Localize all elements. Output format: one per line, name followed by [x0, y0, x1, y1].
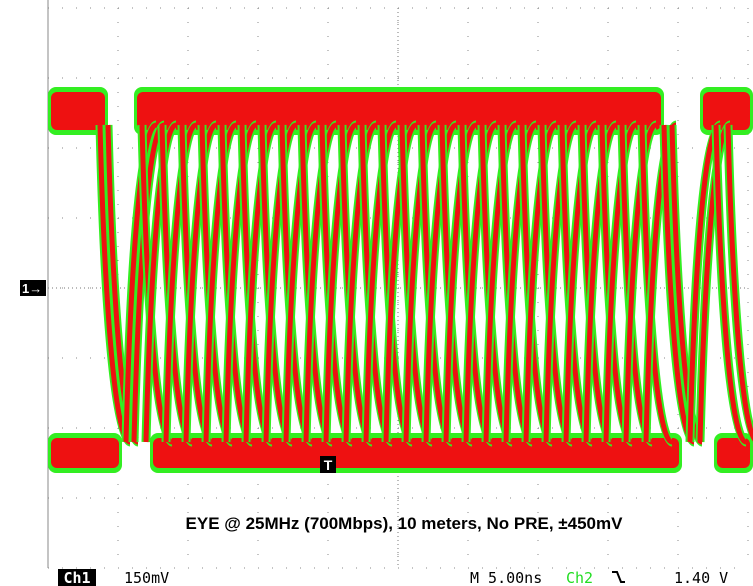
channel-label: Ch1 — [63, 569, 90, 586]
trigger-marker: T — [324, 457, 333, 473]
signal-band — [51, 438, 119, 468]
oscilloscope-screen: 1→ T EYE @ 25MHz (700Mbps), 10 meters, N… — [0, 0, 753, 586]
eye-pattern — [48, 87, 753, 473]
vertical-scale: 150mV — [124, 569, 169, 586]
page: 1→ T EYE @ 25MHz (700Mbps), 10 meters, N… — [0, 0, 753, 586]
trigger-slope-icon — [612, 572, 625, 582]
annotation: EYE @ 25MHz (700Mbps), 10 meters, No PRE… — [186, 514, 624, 533]
signal-band — [51, 92, 105, 130]
trigger-source: Ch2 — [566, 569, 593, 586]
timebase: M 5.00ns — [470, 569, 542, 586]
channel-marker: 1→ — [22, 281, 42, 296]
trigger-level: 1.40 V — [674, 569, 728, 586]
